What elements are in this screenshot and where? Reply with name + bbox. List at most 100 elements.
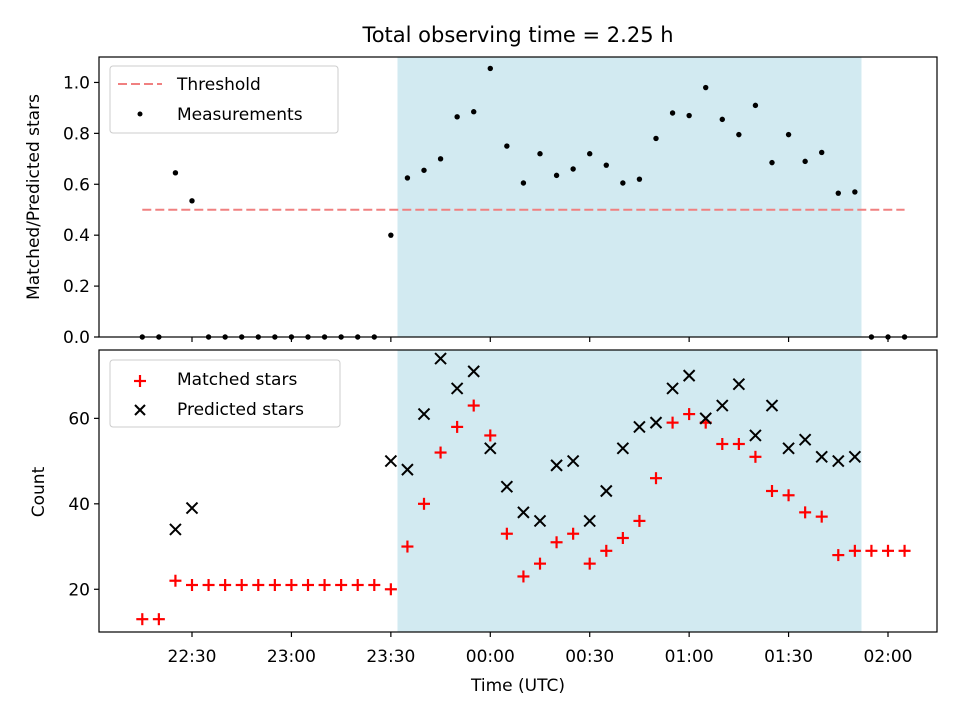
measurement-point — [669, 110, 676, 116]
observing-window-shade — [397, 57, 862, 337]
matched-star-point — [683, 408, 696, 421]
predicted-star-point — [832, 454, 845, 468]
count-legend: Matched stars Predicted stars — [109, 359, 341, 428]
x-axis-label: Time (UTC) — [470, 676, 565, 696]
measurement-point — [388, 232, 394, 238]
predicted-star-point — [732, 377, 746, 391]
matched-star-point — [186, 579, 198, 591]
count-points — [136, 352, 911, 626]
predicted-star-point — [682, 369, 696, 382]
matched-star-point — [882, 544, 894, 557]
ratio-y-axis-label: Matched/Predicted stars — [24, 94, 44, 300]
x-tick-label: 01:30 — [764, 647, 813, 667]
measurement-point — [620, 180, 626, 186]
measurement-point — [769, 159, 775, 166]
matched-star-point — [799, 506, 812, 519]
measurement-point — [835, 190, 841, 196]
measurement-point — [471, 109, 477, 115]
measurement-point — [736, 131, 742, 138]
matched-star-point — [302, 579, 314, 591]
matched-star-point — [500, 527, 513, 540]
matched-star-point — [384, 583, 397, 596]
count-panel-x-ticks: 22:30 23:00 23:30 00:00 00:30 01:00 01:30 02:00 — [168, 632, 913, 667]
predicted-star-point — [550, 459, 563, 472]
predicted-star-point — [798, 433, 812, 446]
matched-star-point — [616, 532, 629, 544]
predicted-star-point — [765, 399, 779, 412]
matched-star-point — [401, 540, 414, 553]
matched-star-point — [716, 438, 729, 450]
predicted-star-point — [649, 416, 663, 429]
observing-window-shade — [397, 350, 862, 632]
matched-star-point — [136, 613, 149, 626]
y-tick-label: 1.0 — [63, 73, 90, 93]
predicted-star-point — [500, 480, 514, 493]
measurement-point — [719, 116, 725, 123]
count-y-axis-label: Count — [29, 466, 49, 517]
measurement-point — [802, 158, 808, 165]
x-tick-label: 02:00 — [864, 647, 913, 667]
ratio-panel-x-ticks — [191, 337, 889, 342]
matched-star-point — [815, 510, 828, 523]
x-tick-label: 23:30 — [366, 647, 415, 667]
y-tick-label: 20 — [68, 580, 90, 600]
measurement-point — [504, 143, 510, 149]
matched-star-point — [650, 472, 662, 485]
measurement-point — [636, 176, 643, 182]
matched-legend-swatch — [134, 375, 146, 387]
measurement-point — [819, 149, 825, 156]
measurement-point — [421, 167, 427, 173]
measurement-point — [189, 198, 195, 204]
predicted-star-point — [782, 442, 795, 455]
predicted-star-point — [467, 365, 480, 378]
matched-star-point — [832, 549, 845, 562]
y-tick-label: 0.8 — [63, 124, 90, 144]
measurement-points — [139, 65, 908, 340]
x-tick-label: 23:00 — [267, 647, 316, 667]
predicted-star-point — [583, 514, 596, 528]
threshold-legend-label: Threshold — [176, 75, 261, 95]
x-tick-label: 00:30 — [565, 647, 614, 667]
measurement-point — [520, 180, 527, 186]
predicted-star-point — [666, 382, 679, 395]
predicted-star-point — [401, 463, 414, 476]
y-tick-label: 40 — [68, 495, 90, 515]
matched-star-point — [219, 579, 232, 591]
measurement-point — [752, 102, 759, 109]
measurement-point — [553, 172, 560, 179]
predicted-star-point — [633, 420, 646, 434]
measurement-point — [437, 156, 444, 162]
matched-star-point — [202, 579, 215, 591]
measurement-point — [454, 114, 460, 120]
predicted-star-point — [848, 450, 862, 464]
ratio-panel-y-ticks: 0.0 0.2 0.4 0.6 0.8 1.0 — [63, 73, 99, 348]
predicted-star-point — [533, 514, 547, 528]
predicted-star-point — [169, 523, 182, 536]
ratio-legend: Threshold Measurements — [109, 65, 339, 134]
matched-star-point — [865, 544, 878, 557]
predicted-star-point — [815, 450, 828, 464]
predicted-star-point — [566, 454, 580, 468]
matched-star-point — [252, 579, 265, 591]
matched-star-point — [268, 579, 281, 591]
matched-star-point — [235, 579, 248, 591]
predicted-legend-label: Predicted stars — [177, 400, 304, 420]
matched-star-point — [766, 485, 778, 497]
shaded-region — [397, 350, 862, 632]
matched-star-point — [451, 420, 464, 433]
predicted-star-point — [600, 484, 613, 498]
measurement-point — [703, 84, 709, 91]
matched-star-point — [567, 527, 580, 540]
predicted-star-point — [716, 399, 729, 412]
count-legend-box — [109, 359, 341, 428]
predicted-legend-swatch — [134, 404, 146, 416]
matched-star-point — [169, 574, 182, 587]
x-tick-label: 01:00 — [665, 647, 714, 667]
x-tick-label: 00:00 — [466, 647, 515, 667]
measurement-point — [570, 166, 576, 172]
matched-star-point — [600, 544, 613, 557]
measurements-legend-label: Measurements — [177, 105, 303, 125]
predicted-star-point — [616, 442, 630, 455]
y-tick-label: 60 — [68, 409, 90, 429]
measurement-point — [172, 170, 179, 176]
